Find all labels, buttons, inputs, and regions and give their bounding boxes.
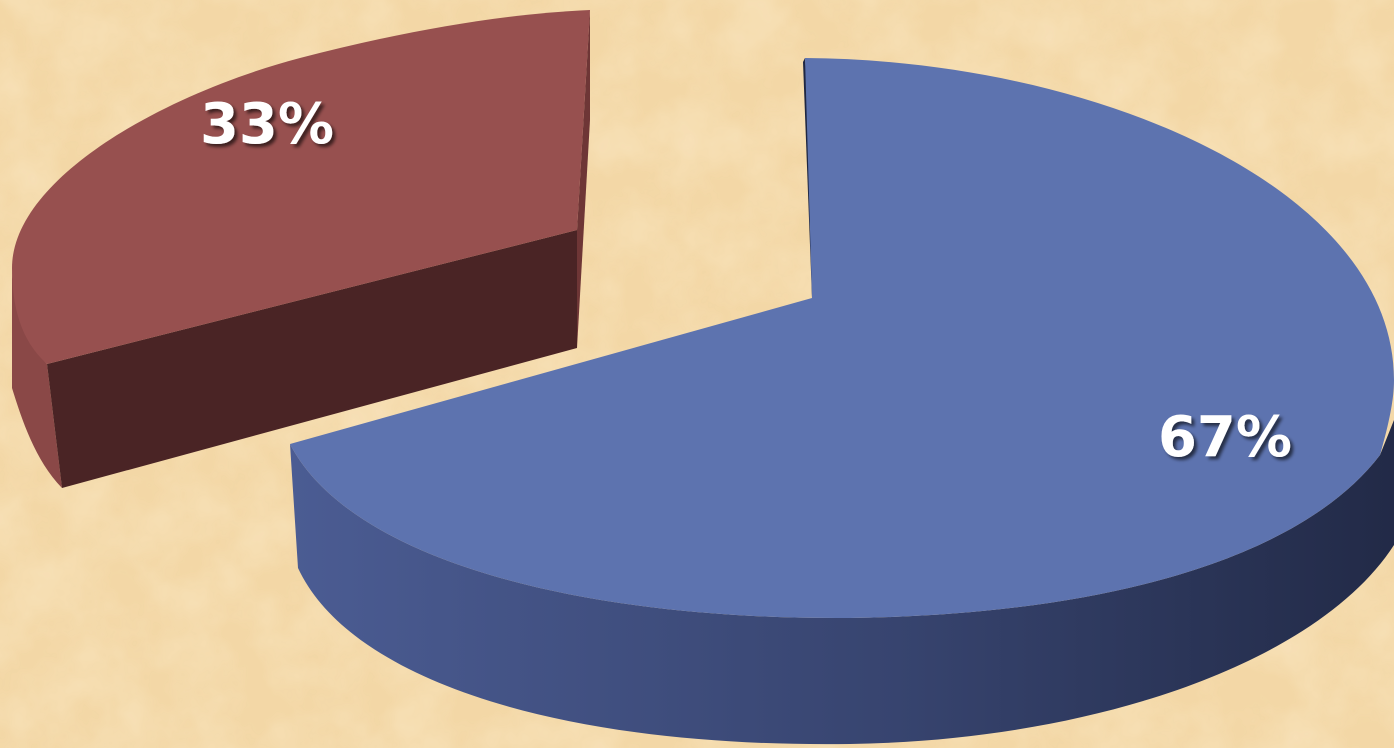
slice-label-33: 33% [200, 92, 334, 157]
slice-33-top [12, 10, 590, 364]
slice-67-top [290, 58, 1394, 619]
slice-label-67: 67% [1158, 405, 1292, 470]
slice-67 [290, 58, 1394, 745]
slice-33-inner-side [577, 10, 590, 348]
slice-67-outer-side [290, 420, 1394, 745]
slice-33-cut-face [47, 230, 577, 488]
slice-33-outer-side [12, 268, 62, 488]
slice-33 [12, 10, 590, 488]
